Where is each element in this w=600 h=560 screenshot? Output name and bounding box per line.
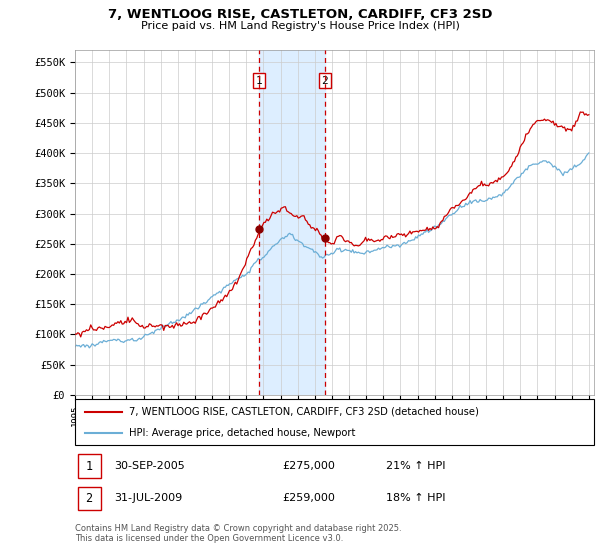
- Text: 1: 1: [256, 76, 263, 86]
- Text: 30-SEP-2005: 30-SEP-2005: [114, 461, 185, 471]
- Text: 1: 1: [85, 460, 92, 473]
- Text: 2: 2: [322, 76, 328, 86]
- Bar: [77, 454, 101, 478]
- Text: Price paid vs. HM Land Registry's House Price Index (HPI): Price paid vs. HM Land Registry's House …: [140, 21, 460, 31]
- Text: 31-JUL-2009: 31-JUL-2009: [114, 493, 182, 503]
- Text: 18% ↑ HPI: 18% ↑ HPI: [386, 493, 446, 503]
- Text: Contains HM Land Registry data © Crown copyright and database right 2025.
This d: Contains HM Land Registry data © Crown c…: [75, 524, 401, 543]
- Bar: [259, 50, 325, 395]
- Text: £275,000: £275,000: [283, 461, 335, 471]
- Text: £259,000: £259,000: [283, 493, 335, 503]
- Text: 21% ↑ HPI: 21% ↑ HPI: [386, 461, 446, 471]
- Text: 7, WENTLOOG RISE, CASTLETON, CARDIFF, CF3 2SD (detached house): 7, WENTLOOG RISE, CASTLETON, CARDIFF, CF…: [130, 407, 479, 417]
- Text: 7, WENTLOOG RISE, CASTLETON, CARDIFF, CF3 2SD: 7, WENTLOOG RISE, CASTLETON, CARDIFF, CF…: [108, 8, 492, 21]
- Text: HPI: Average price, detached house, Newport: HPI: Average price, detached house, Newp…: [130, 428, 356, 438]
- Text: 2: 2: [85, 492, 92, 505]
- Bar: [77, 487, 101, 510]
